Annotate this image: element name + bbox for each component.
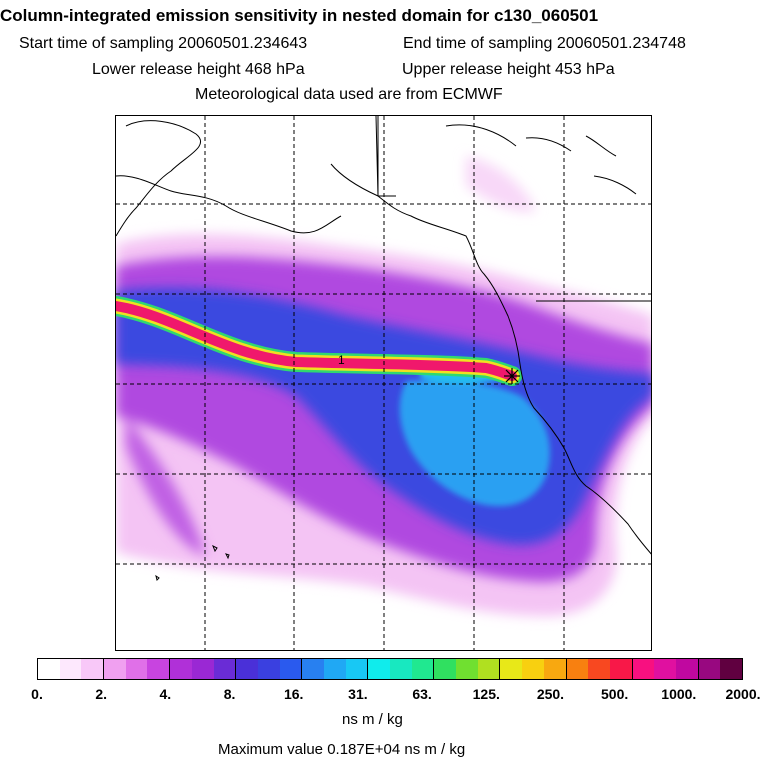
map-canvas: 1	[116, 116, 651, 650]
colorbar-segment	[125, 659, 148, 679]
upper-release-height: Upper release height 453 hPa	[402, 61, 615, 78]
colorbar-segment	[500, 659, 523, 679]
colorbar-segment	[390, 659, 412, 679]
colorbar-tick-label: 500.	[601, 686, 629, 702]
start-time: Start time of sampling 20060501.234643	[19, 35, 308, 52]
met-data-source: Meteorological data used are from ECMWF	[195, 86, 503, 103]
page-title: Column-integrated emission sensitivity i…	[0, 6, 599, 25]
plume-label: 1	[338, 353, 345, 367]
colorbar-segment	[411, 659, 435, 679]
colorbar-tick-label: 2000.	[725, 686, 761, 702]
release-point-star-icon	[504, 368, 520, 384]
coastlines	[116, 116, 651, 555]
plume-core	[116, 301, 517, 381]
colorbar-segment	[368, 659, 390, 679]
colorbar-segment	[213, 659, 237, 679]
colorbar-segment	[191, 659, 214, 679]
colorbar-segment	[566, 659, 589, 679]
colorbar-segment	[236, 659, 258, 679]
colorbar-tick-label: 0.	[31, 686, 43, 702]
colorbar-segment	[38, 659, 60, 679]
colorbar-tick-label: 125.	[472, 686, 500, 702]
colorbar	[37, 658, 743, 680]
sensitivity-map: 1	[115, 115, 652, 651]
colorbar-tick-label: 4.	[159, 686, 172, 702]
colorbar-segment	[104, 659, 126, 679]
colorbar-segment	[170, 659, 192, 679]
colorbar-segment	[147, 659, 171, 679]
colorbar-segment	[543, 659, 567, 679]
hawaii-islands	[155, 544, 230, 581]
colorbar-tick-label: 1000.	[661, 686, 697, 702]
colorbar-tick-label: 2.	[95, 686, 108, 702]
colorbar-segment	[81, 659, 105, 679]
colorbar-segment	[456, 659, 478, 679]
maximum-value: Maximum value 0.187E+04 ns m / kg	[218, 741, 466, 758]
colorbar-segment	[302, 659, 324, 679]
end-time: End time of sampling 20060501.234748	[403, 35, 686, 52]
colorbar-segment	[257, 659, 280, 679]
colorbar-tick-label: 31.	[348, 686, 368, 702]
colorbar-segment	[654, 659, 676, 679]
colorbar-segment	[609, 659, 633, 679]
colorbar-segment	[588, 659, 610, 679]
colorbar-tick-label: 63.	[412, 686, 432, 702]
colorbar-segment	[477, 659, 501, 679]
colorbar-tick-label: 250.	[536, 686, 565, 702]
lat-lon-grid	[116, 116, 651, 650]
colorbar-units: ns m / kg	[342, 711, 403, 728]
colorbar-segment	[279, 659, 303, 679]
colorbar-segment	[323, 659, 346, 679]
colorbar-segment	[675, 659, 699, 679]
lower-release-height: Lower release height 468 hPa	[92, 61, 305, 78]
colorbar-segment	[434, 659, 457, 679]
colorbar-segment	[522, 659, 544, 679]
colorbar-segment	[632, 659, 655, 679]
colorbar-segment	[698, 659, 721, 679]
colorbar-tick-label: 8.	[223, 686, 236, 702]
colorbar-segment	[59, 659, 82, 679]
colorbar-tick-label: 16.	[283, 686, 304, 702]
colorbar-segment	[720, 659, 742, 679]
colorbar-segment	[345, 659, 369, 679]
